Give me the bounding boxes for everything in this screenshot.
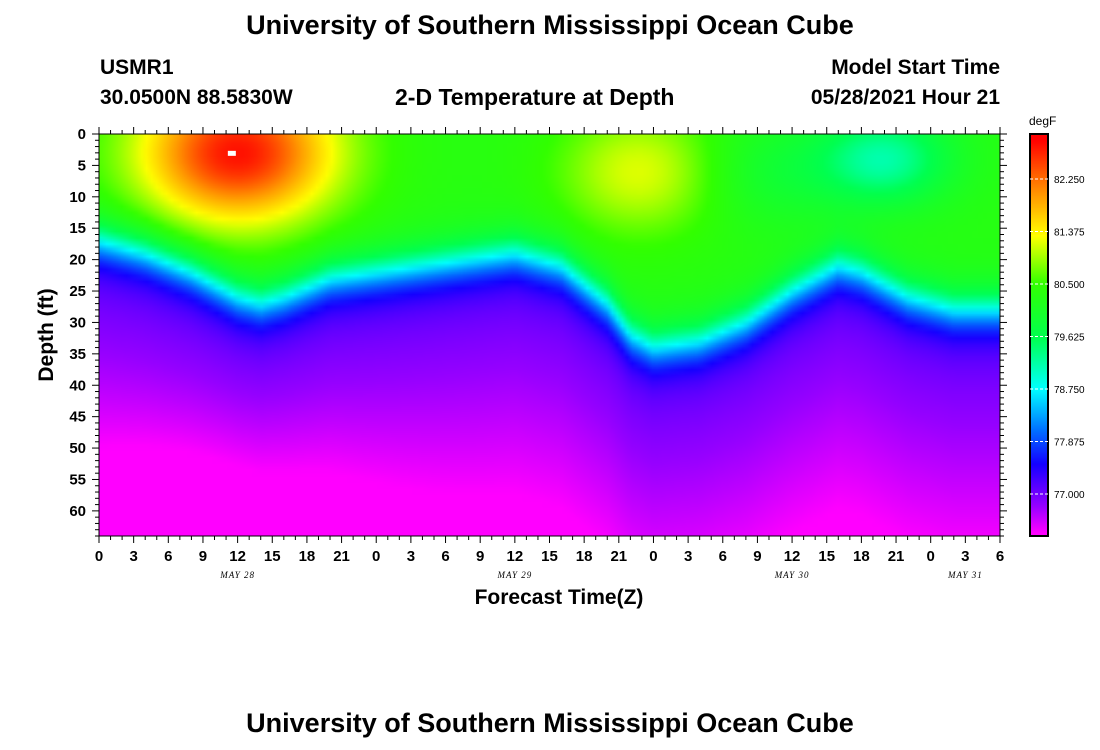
y-tick-label: 45 — [69, 409, 86, 426]
x-date-label: MAY 28 — [219, 570, 255, 580]
x-tick-label: 21 — [333, 548, 350, 565]
chart-title: 2-D Temperature at Depth — [395, 84, 675, 110]
x-tick-label: 6 — [996, 548, 1004, 565]
colorbar-tick-label: 80.500 — [1054, 280, 1085, 291]
x-tick-label: 12 — [507, 548, 524, 565]
y-tick-label: 30 — [69, 314, 86, 331]
x-tick-label: 18 — [576, 548, 593, 565]
x-tick-label: 15 — [541, 548, 558, 565]
x-tick-label: 0 — [95, 548, 103, 565]
x-tick-label: 15 — [264, 548, 281, 565]
x-tick-label: 12 — [784, 548, 801, 565]
y-tick-label: 10 — [69, 189, 86, 206]
heatmap-field — [99, 134, 1000, 536]
x-tick-label: 6 — [441, 548, 449, 565]
x-tick-label: 6 — [719, 548, 727, 565]
x-tick-label: 18 — [299, 548, 316, 565]
x-tick-label: 12 — [229, 548, 246, 565]
colorbar-tick-label: 78.750 — [1054, 385, 1085, 396]
bottom-title: University of Southern Mississippi Ocean… — [246, 708, 854, 738]
x-tick-label: 3 — [961, 548, 969, 565]
station-id: USMR1 — [100, 56, 174, 79]
model-start-time: 05/28/2021 Hour 21 — [810, 86, 1000, 109]
colorbar: degF 82.250 81.375 80.500 79.625 78.750 77.87… — [1029, 114, 1085, 537]
x-axis: 0 3 6 9 12 15 18 21 0 3 6 9 12 15 18 21 0 3 6 9 12 15 18 21 0 3 6 M… — [95, 127, 1004, 580]
colorbar-tick-label: 77.875 — [1054, 438, 1085, 449]
x-tick-label: 0 — [927, 548, 935, 565]
x-tick-label: 6 — [164, 548, 172, 565]
x-tick-label: 9 — [476, 548, 484, 565]
x-tick-label: 18 — [853, 548, 870, 565]
heatmap-plot-area — [98, 133, 1001, 537]
colorbar-frame — [1029, 133, 1049, 537]
colorbar-gradient — [1030, 134, 1048, 536]
x-tick-label: 3 — [129, 548, 137, 565]
x-tick-label: 3 — [684, 548, 692, 565]
colorbar-tick-label: 82.250 — [1054, 175, 1085, 186]
x-tick-label: 21 — [888, 548, 905, 565]
x-tick-label: 0 — [649, 548, 657, 565]
y-tick-label: 60 — [69, 503, 86, 520]
y-tick-label: 0 — [78, 126, 86, 143]
x-tick-label: 21 — [610, 548, 627, 565]
colorbar-unit: degF — [1029, 114, 1056, 128]
x-date-label: MAY 29 — [496, 570, 532, 580]
x-date-label: MAY 30 — [774, 570, 810, 580]
top-title: University of Southern Mississippi Ocean… — [246, 10, 854, 40]
x-date-label: MAY 31 — [947, 570, 983, 580]
y-tick-label: 25 — [69, 283, 86, 300]
x-tick-label: 0 — [372, 548, 380, 565]
x-tick-label: 3 — [407, 548, 415, 565]
y-tick-label: 20 — [69, 252, 86, 269]
station-coords: 30.0500N 88.5830W — [100, 86, 293, 109]
colorbar-tick-label: 81.375 — [1054, 228, 1085, 239]
y-axis: 0 5 10 15 20 25 30 35 40 45 50 55 60 — [69, 126, 1007, 537]
x-tick-label: 9 — [199, 548, 207, 565]
x-tick-label: 15 — [818, 548, 835, 565]
model-start-label: Model Start Time — [831, 56, 1000, 79]
y-tick-label: 5 — [78, 157, 86, 174]
x-tick-label: 9 — [753, 548, 761, 565]
y-tick-label: 55 — [69, 471, 86, 488]
y-tick-label: 40 — [69, 377, 86, 394]
y-axis-title: Depth (ft) — [35, 288, 58, 381]
colorbar-tick-label: 77.000 — [1054, 490, 1085, 501]
max-temperature-marker — [227, 150, 236, 156]
y-tick-label: 15 — [69, 220, 86, 237]
y-tick-label: 35 — [69, 346, 86, 363]
x-axis-title: Forecast Time(Z) — [475, 586, 644, 609]
y-tick-label: 50 — [69, 440, 86, 457]
colorbar-tick-label: 79.625 — [1054, 333, 1085, 344]
